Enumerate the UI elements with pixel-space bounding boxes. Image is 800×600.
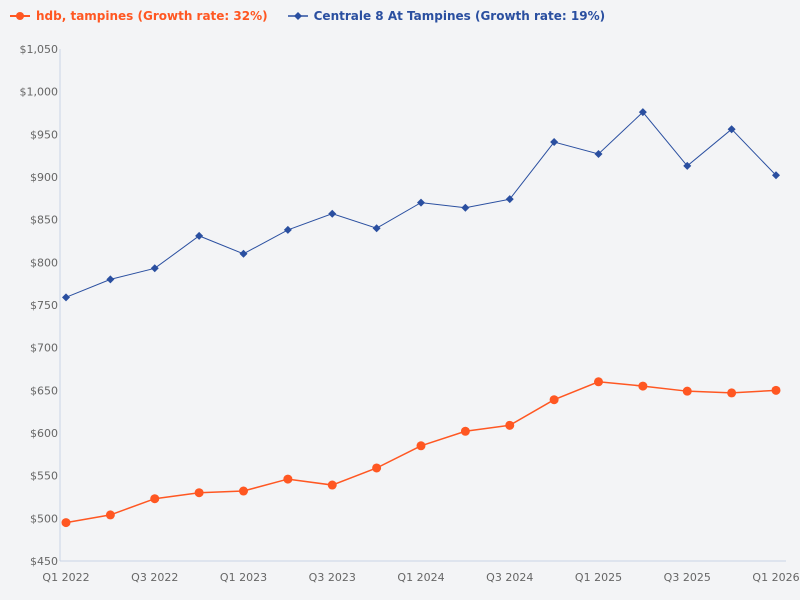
data-point bbox=[682, 386, 692, 396]
x-tick-label: Q1 2023 bbox=[220, 571, 267, 584]
data-point bbox=[150, 264, 159, 273]
y-tick-label: $700 bbox=[30, 342, 58, 355]
data-point bbox=[683, 161, 692, 170]
data-point bbox=[461, 203, 470, 212]
legend-item-centrale[interactable]: Centrale 8 At Tampines (Growth rate: 19%… bbox=[287, 9, 606, 23]
y-tick-label: $750 bbox=[30, 299, 58, 312]
x-tick-label: Q1 2024 bbox=[397, 571, 444, 584]
data-point bbox=[772, 171, 780, 180]
x-tick-label: Q3 2022 bbox=[131, 571, 178, 584]
data-point bbox=[638, 108, 647, 117]
y-tick-label: $1,050 bbox=[20, 43, 59, 56]
data-point bbox=[727, 388, 737, 398]
circle-marker-icon bbox=[10, 12, 30, 20]
x-tick-label: Q1 2026 bbox=[752, 571, 799, 584]
data-point bbox=[549, 395, 559, 405]
x-tick-label: Q3 2024 bbox=[486, 571, 533, 584]
y-tick-label: $950 bbox=[30, 128, 58, 141]
data-point bbox=[283, 474, 293, 484]
data-point bbox=[327, 480, 337, 490]
x-tick-label: Q3 2025 bbox=[664, 571, 711, 584]
y-tick-label: $500 bbox=[30, 512, 58, 525]
data-point bbox=[460, 426, 470, 436]
series-line bbox=[65, 381, 777, 524]
diamond-marker-icon bbox=[287, 12, 308, 20]
y-tick-label: $1,000 bbox=[20, 86, 59, 99]
data-point bbox=[150, 494, 160, 504]
data-point bbox=[62, 293, 70, 302]
data-point bbox=[372, 224, 381, 233]
data-point bbox=[283, 225, 292, 234]
legend-item-hdb[interactable]: hdb, tampines (Growth rate: 32%) bbox=[10, 9, 268, 23]
data-point bbox=[638, 381, 648, 391]
legend-label: hdb, tampines (Growth rate: 32%) bbox=[36, 9, 268, 23]
y-tick-label: $550 bbox=[30, 470, 58, 483]
x-tick-label: Q3 2023 bbox=[309, 571, 356, 584]
x-tick-label: Q1 2025 bbox=[575, 571, 622, 584]
x-tick-label: Q1 2022 bbox=[42, 571, 89, 584]
data-point bbox=[594, 377, 603, 387]
y-tick-label: $850 bbox=[30, 214, 58, 227]
data-point bbox=[61, 518, 71, 528]
data-point bbox=[550, 138, 559, 147]
data-point bbox=[239, 486, 248, 496]
data-point bbox=[328, 209, 337, 218]
data-point bbox=[505, 195, 514, 204]
data-point bbox=[505, 420, 515, 430]
data-point bbox=[372, 463, 382, 473]
y-tick-label: $650 bbox=[30, 384, 58, 397]
y-tick-label: $900 bbox=[30, 171, 58, 184]
data-point bbox=[771, 385, 781, 395]
y-tick-label: $800 bbox=[30, 256, 58, 269]
legend-label: Centrale 8 At Tampines (Growth rate: 19%… bbox=[313, 9, 606, 23]
data-point bbox=[416, 441, 426, 451]
y-tick-label: $450 bbox=[30, 555, 58, 568]
y-tick-label: $600 bbox=[30, 427, 58, 440]
data-point bbox=[195, 231, 204, 240]
data-point bbox=[417, 198, 425, 207]
data-point bbox=[239, 249, 248, 258]
data-point bbox=[194, 488, 204, 498]
data-point bbox=[594, 149, 603, 158]
data-point bbox=[727, 125, 736, 134]
data-point bbox=[105, 510, 115, 520]
legend: hdb, tampines (Growth rate: 32%) Central… bbox=[10, 9, 605, 23]
data-point bbox=[106, 275, 115, 284]
